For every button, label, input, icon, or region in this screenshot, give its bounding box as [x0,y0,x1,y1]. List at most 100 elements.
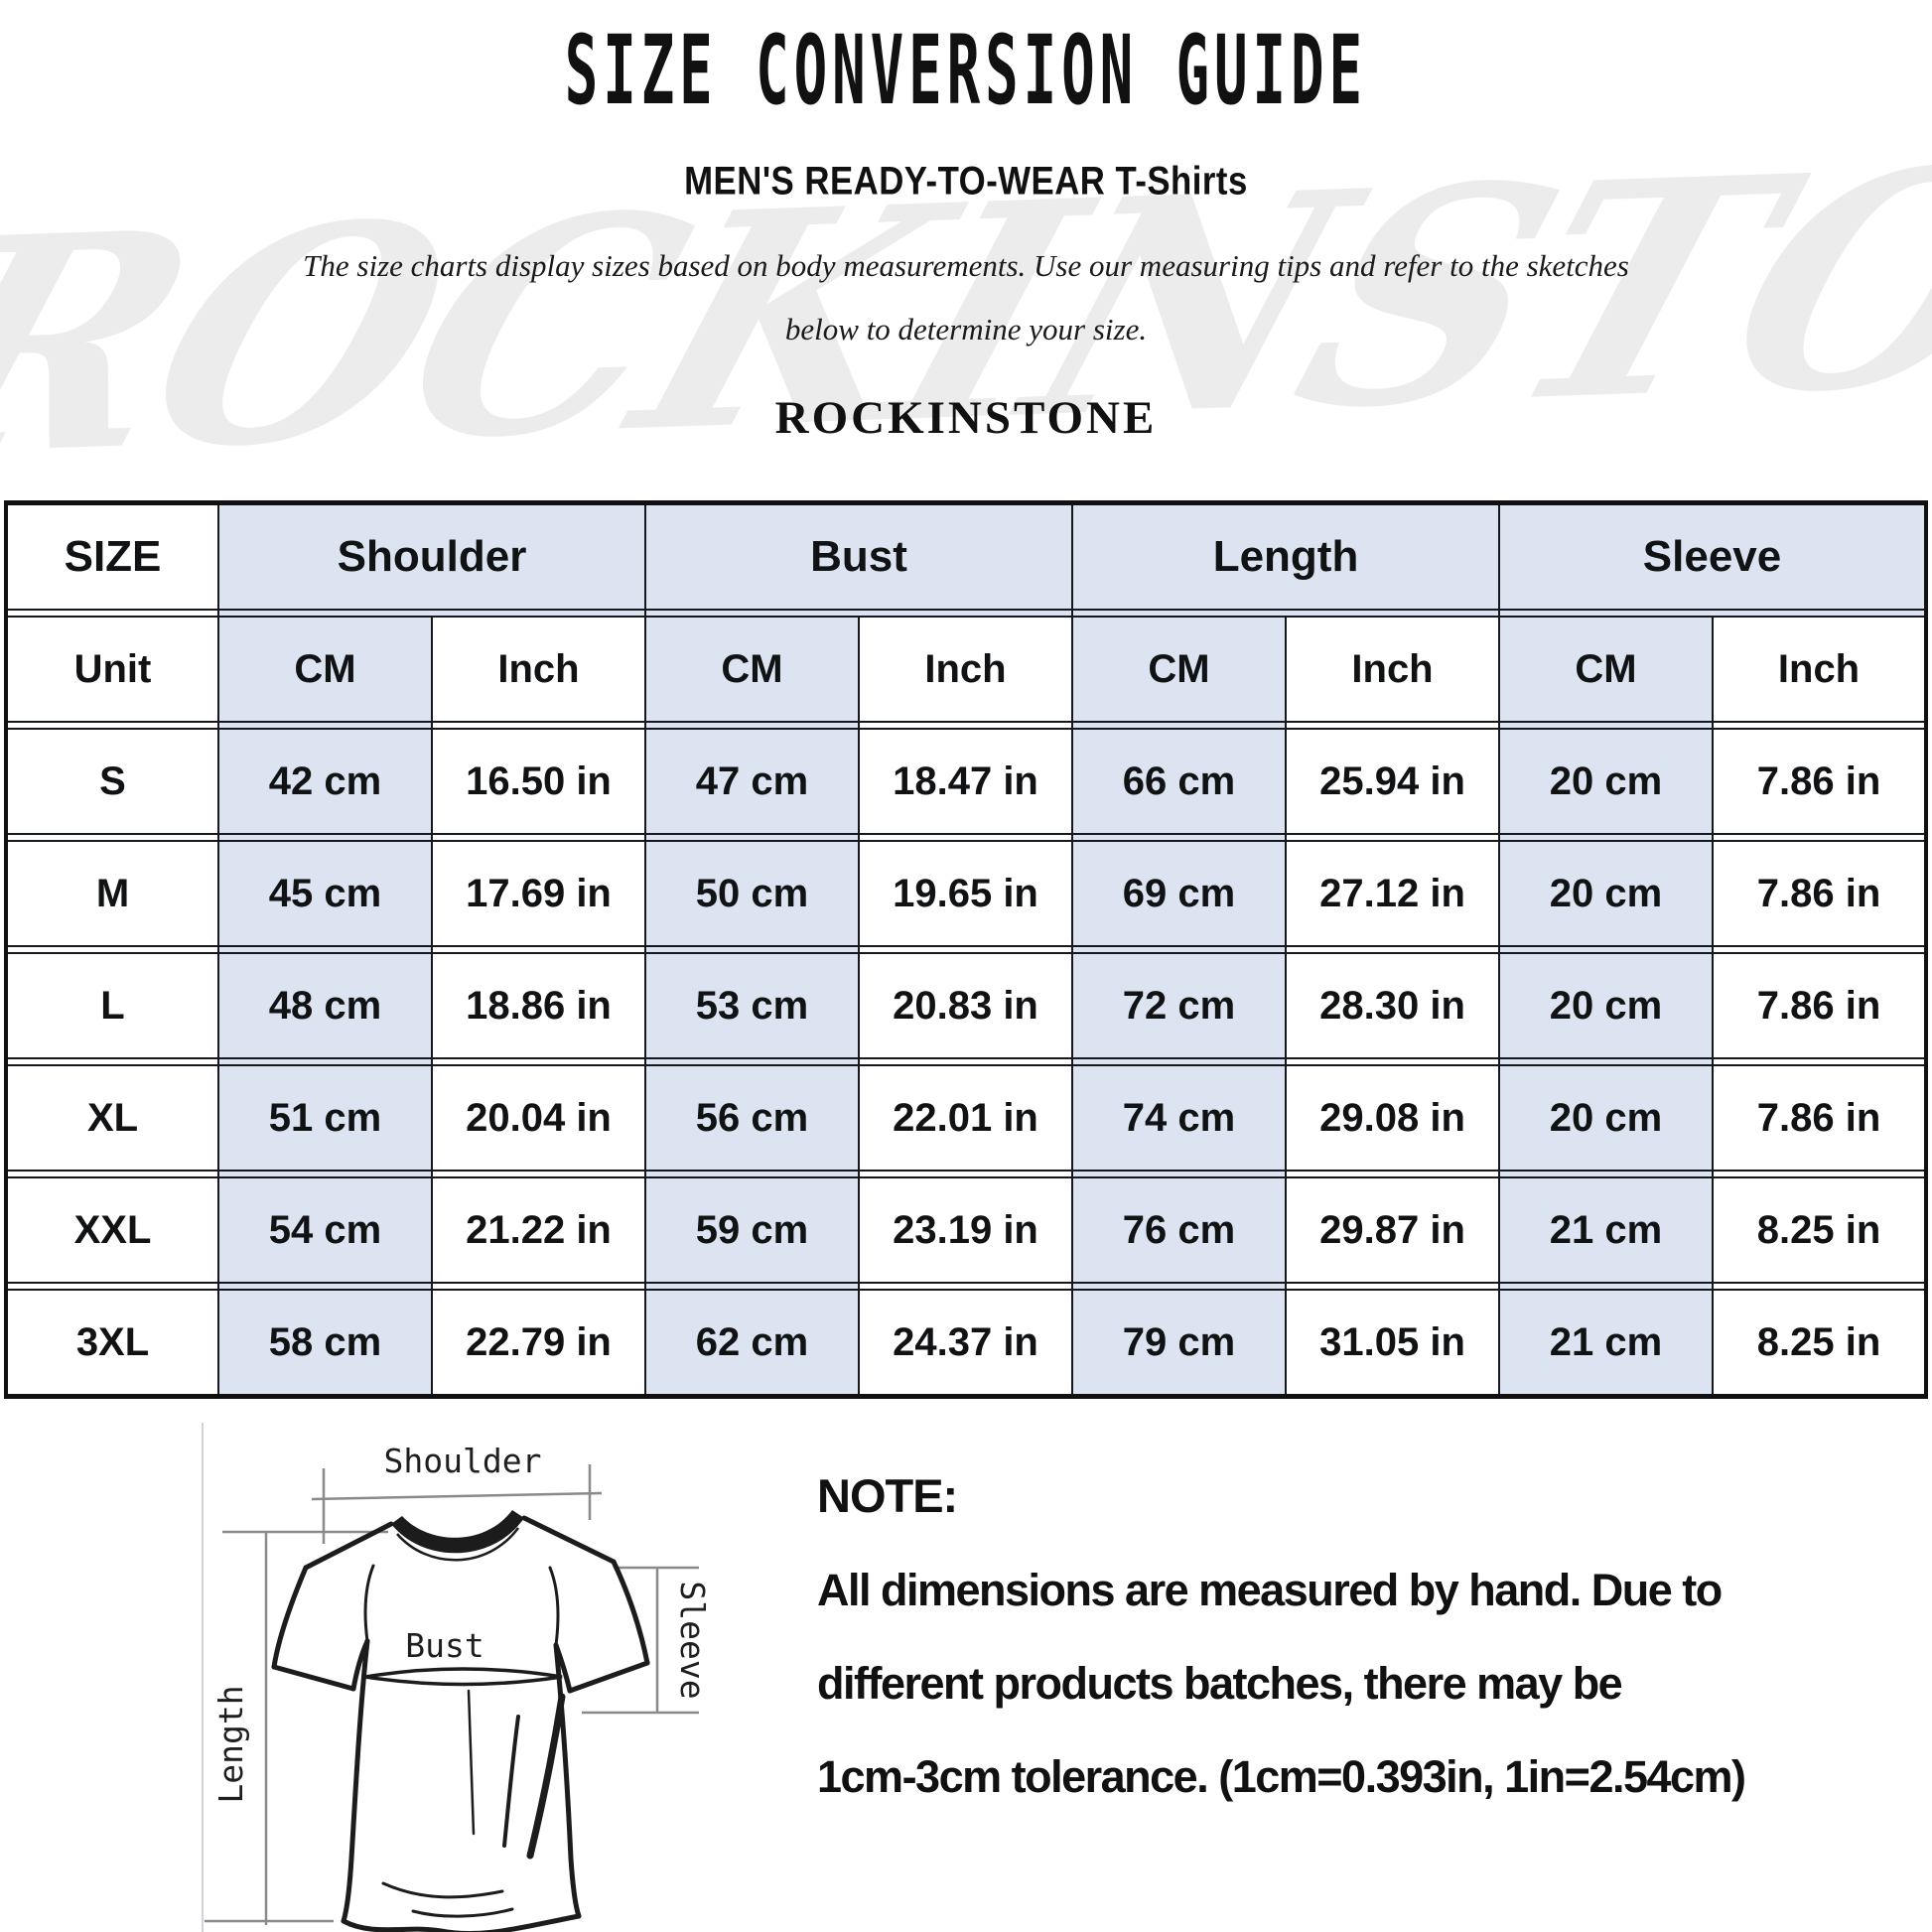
value-cell: 45 cm [217,840,433,947]
size-cell: XXL [4,1176,219,1284]
spacer-cell [644,1057,860,1066]
value-cell: 48 cm [217,952,433,1059]
spacer-cell [858,1170,1073,1178]
size-cell: 3XL [4,1289,219,1399]
spacer-cell [1284,1170,1501,1178]
value-cell: 42 cm [217,728,433,835]
spacer-cell [858,833,1073,842]
sketch-sleeve-label: Sleeve [673,1581,712,1699]
unit-cell: CM [1498,616,1715,723]
value-cell: 72 cm [1071,952,1287,1059]
spacer-cell [1284,833,1501,842]
spacer-cell [217,721,433,730]
col-header-size: SIZE [4,500,219,611]
spacer-cell [217,945,433,954]
size-conversion-table: SIZE Shoulder Bust Length Sleeve Unit CM… [4,500,1929,1399]
spacer-cell [858,1057,1073,1066]
spacer-cell [431,945,646,954]
spacer-cell [4,833,219,842]
value-cell: 28.30 in [1284,952,1501,1059]
spacer-cell [1712,945,1929,954]
value-cell: 7.86 in [1712,952,1929,1059]
spacer-cell [1071,833,1287,842]
sketch-length-label: Length [211,1685,250,1803]
value-cell: 22.01 in [858,1064,1073,1172]
value-cell: 50 cm [644,840,860,947]
value-cell: 54 cm [217,1176,433,1284]
sketch-shoulder-label: Shoulder [384,1442,542,1480]
sketch-bust-label: Bust [405,1626,483,1665]
value-cell: 22.79 in [431,1289,646,1399]
value-cell: 58 cm [217,1289,433,1399]
value-cell: 20.04 in [431,1064,646,1172]
note-line-3: 1cm-3cm tolerance. (1cm=0.393in, 1in=2.5… [817,1751,1746,1802]
spacer-cell [1712,1170,1929,1178]
spacer-cell [858,721,1073,730]
note-heading: NOTE: [817,1469,958,1522]
spacer-cell [431,1170,646,1178]
value-cell: 23.19 in [858,1176,1073,1284]
unit-label: Unit [4,616,219,723]
value-cell: 25.94 in [1284,728,1501,835]
size-cell: XL [4,1064,219,1172]
value-cell: 20 cm [1498,840,1715,947]
spacer-cell [217,1057,433,1066]
value-cell: 24.37 in [858,1289,1073,1399]
value-cell: 59 cm [644,1176,860,1284]
value-cell: 20 cm [1498,952,1715,1059]
row-gap [4,945,1929,954]
spacer-cell [217,609,646,618]
spacer-cell [217,1170,433,1178]
col-header-bust: Bust [644,500,1073,611]
size-cell: M [4,840,219,947]
value-cell: 21 cm [1498,1176,1715,1284]
unit-cell: CM [1071,616,1287,723]
value-cell: 17.69 in [431,840,646,947]
value-cell: 79 cm [1071,1289,1287,1399]
value-cell: 47 cm [644,728,860,835]
spacer-cell [1712,1282,1929,1291]
unit-cell: CM [644,616,860,723]
table-row-xl: XL 51 cm 20.04 in 56 cm 22.01 in 74 cm 2… [4,1064,1929,1172]
value-cell: 16.50 in [431,728,646,835]
spacer-cell [1712,833,1929,842]
value-cell: 8.25 in [1712,1289,1929,1399]
value-cell: 20 cm [1498,728,1715,835]
spacer-cell [858,1282,1073,1291]
spacer-cell [4,1057,219,1066]
value-cell: 56 cm [644,1064,860,1172]
spacer-cell [431,1282,646,1291]
row-gap [4,1282,1929,1291]
value-cell: 27.12 in [1284,840,1501,947]
bust-line [364,1667,563,1687]
description-line-2: below to determine your size. [784,312,1148,346]
spacer-cell [431,721,646,730]
size-cell: S [4,728,219,835]
spacer-cell [1070,609,1501,618]
value-cell: 20.83 in [858,952,1073,1059]
table-row-m: M 45 cm 17.69 in 50 cm 19.65 in 69 cm 27… [4,840,1929,947]
spacer-cell [1498,945,1715,954]
table-row-xxl: XXL 54 cm 21.22 in 59 cm 23.19 in 76 cm … [4,1176,1929,1284]
value-cell: 62 cm [644,1289,860,1399]
spacer-cell [644,1170,860,1178]
unit-cell: Inch [1284,616,1501,723]
spacer-cell [1498,1282,1715,1291]
spacer-cell [1284,945,1501,954]
tshirt-outline [271,1515,650,1932]
header: SIZE CONVERSION GUIDE MEN'S READY-TO-WEA… [0,16,1932,445]
col-header-shoulder: Shoulder [217,500,646,611]
spacer-cell [1071,1057,1287,1066]
spacer-cell [1498,833,1715,842]
spacer-cell [1498,1170,1715,1178]
subtitle: MEN'S READY-TO-WEAR T-Shirts [684,159,1248,204]
spacer-cell [1498,609,1929,618]
value-cell: 66 cm [1071,728,1287,835]
description-line-1: The size charts display sizes based on b… [303,248,1629,283]
bottom-section: Shoulder Bust Length Sleeve NOTE: All di… [0,1417,1932,1932]
value-cell: 29.08 in [1284,1064,1501,1172]
value-cell: 7.86 in [1712,840,1929,947]
spacer-cell [4,945,219,954]
spacer-cell [1498,1057,1715,1066]
spacer-cell [644,721,860,730]
